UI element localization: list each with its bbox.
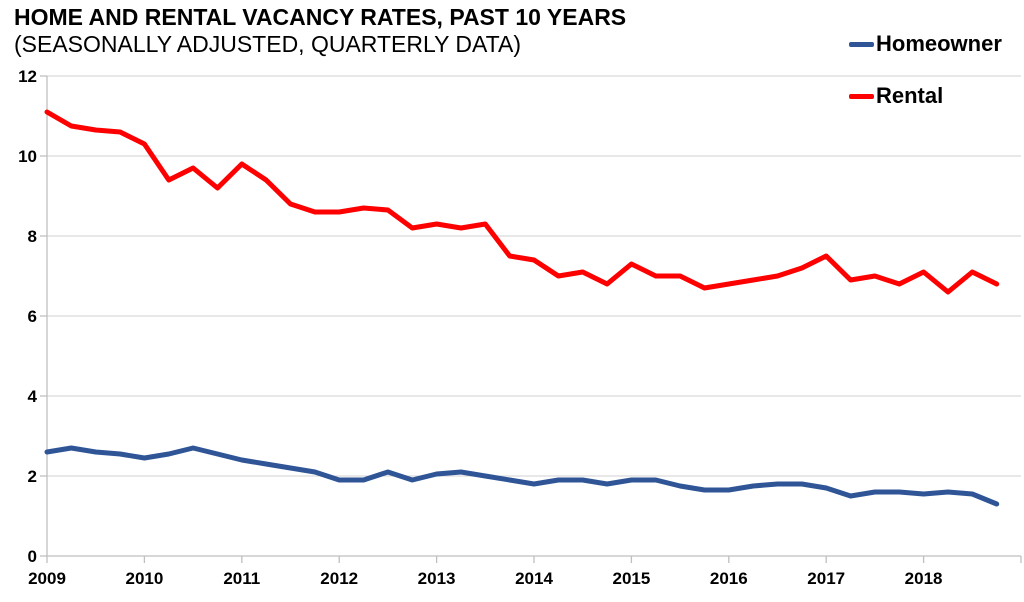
legend-item-rental: Rental bbox=[849, 83, 1002, 109]
x-axis-label: 2011 bbox=[223, 569, 260, 588]
chart-title: HOME AND RENTAL VACANCY RATES, PAST 10 Y… bbox=[14, 4, 627, 30]
y-axis-label: 10 bbox=[18, 147, 37, 166]
x-axis-label: 2018 bbox=[905, 569, 943, 588]
y-axis-label: 8 bbox=[28, 227, 37, 246]
legend: Homeowner Rental bbox=[849, 31, 1002, 109]
homeowner-line-swatch bbox=[849, 41, 874, 47]
homeowner-series-line bbox=[44, 445, 1000, 507]
y-axis-label: 6 bbox=[28, 307, 37, 326]
y-axis-label: 4 bbox=[28, 387, 38, 406]
legend-label-homeowner: Homeowner bbox=[876, 31, 1002, 56]
x-axis-label: 2015 bbox=[612, 569, 650, 588]
rental-series-line bbox=[44, 109, 1000, 295]
legend-item-homeowner: Homeowner bbox=[849, 31, 1002, 57]
x-axis-label: 2009 bbox=[28, 569, 66, 588]
x-axis-label: 2010 bbox=[125, 569, 163, 588]
chart-subtitle: (SEASONALLY ADJUSTED, QUARTERLY DATA) bbox=[14, 31, 521, 57]
x-axis-label: 2016 bbox=[710, 569, 748, 588]
y-axis-label: 12 bbox=[18, 67, 37, 86]
x-axis-label: 2017 bbox=[807, 569, 845, 588]
rental-line-swatch bbox=[849, 93, 874, 99]
x-axis-label: 2013 bbox=[418, 569, 456, 588]
x-axis-label: 2014 bbox=[515, 569, 553, 588]
y-axis-label: 0 bbox=[28, 547, 37, 566]
y-axis-label: 2 bbox=[28, 467, 37, 486]
x-axis-label: 2012 bbox=[320, 569, 358, 588]
legend-label-rental: Rental bbox=[876, 83, 944, 108]
